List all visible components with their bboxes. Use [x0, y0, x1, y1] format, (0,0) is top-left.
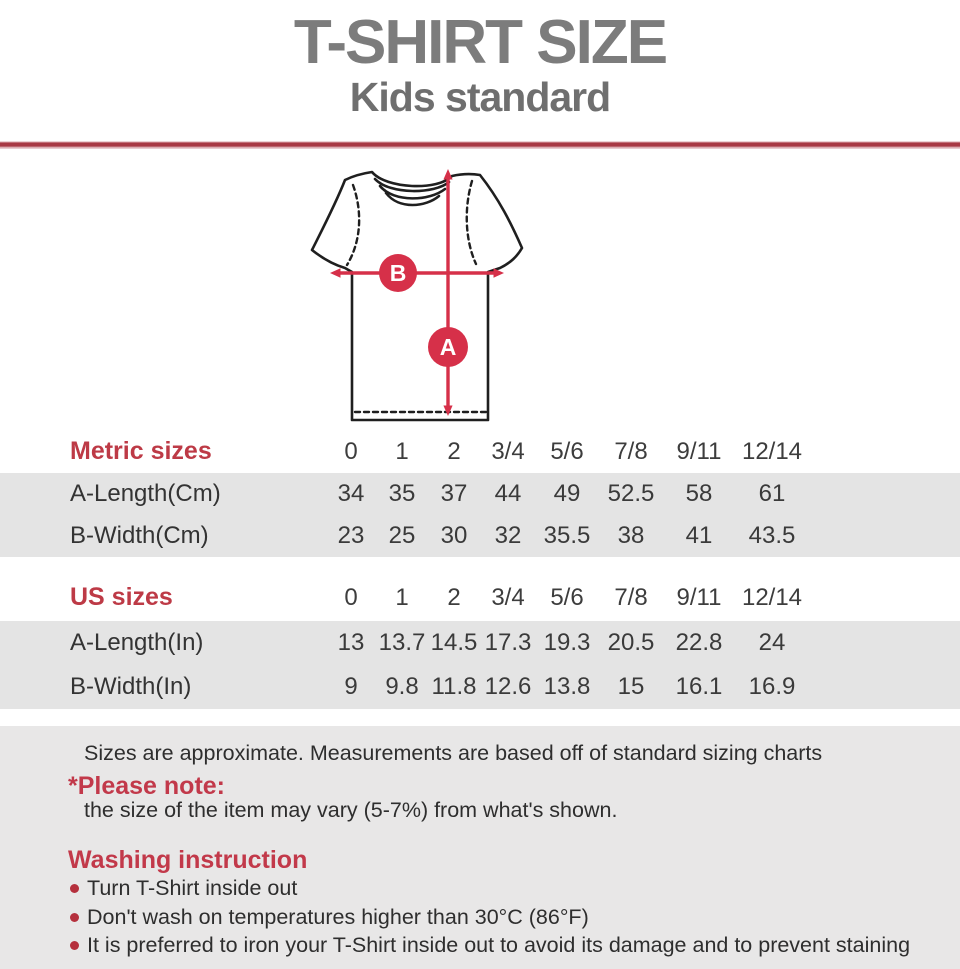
arrow-left-icon — [330, 268, 341, 278]
value-cell: 58 — [685, 480, 713, 507]
metric-values-band: A-Length(Cm) 34 35 37 44 49 52.5 58 61 B… — [0, 473, 960, 557]
arrow-down-icon — [443, 405, 453, 416]
page-title: T-SHIRT SIZE — [293, 8, 668, 77]
header: T-SHIRT SIZE Kids standard — [0, 8, 960, 120]
approximate-note: Sizes are approximate. Measurements are … — [84, 741, 823, 765]
value-cell: 32 — [494, 522, 522, 549]
please-note-text: the size of the item may vary (5-7%) fro… — [84, 798, 618, 822]
washing-item-text: It is preferred to iron your T-Shirt ins… — [87, 933, 911, 957]
value-cell: 14.5 — [430, 629, 478, 656]
value-cell: 35.5 — [543, 522, 591, 549]
tshirt-seam-dashes — [345, 179, 488, 414]
value-cell: 38 — [617, 522, 645, 549]
bullet-icon — [70, 941, 79, 950]
arrow-right-icon — [493, 268, 504, 278]
value-cell: 43.5 — [748, 522, 796, 549]
table-row: A-Length(Cm) 34 35 37 44 49 52.5 58 61 — [0, 473, 960, 515]
table-row: B-Width(Cm) 23 25 30 32 35.5 38 41 43.5 — [0, 515, 960, 557]
page-subtitle: Kids standard — [349, 73, 611, 120]
value-cell: 34 — [337, 480, 365, 507]
size-header-cell: 0 — [344, 437, 358, 465]
value-cell: 52.5 — [607, 480, 655, 507]
row-label: B-Width(Cm) — [70, 522, 209, 549]
row-label: A-Length(In) — [70, 629, 204, 656]
size-header-cell: 2 — [447, 437, 461, 465]
size-header-cell: 2 — [447, 583, 461, 611]
value-cell: 16.9 — [748, 673, 796, 700]
row-label: A-Length(Cm) — [70, 480, 221, 507]
size-header-cell: 1 — [395, 583, 409, 611]
washing-instruction-heading: Washing instruction — [68, 846, 308, 874]
value-cell: 13.7 — [378, 629, 426, 656]
size-header-cell: 9/11 — [676, 437, 722, 465]
value-cell: 35 — [388, 480, 416, 507]
value-cell: 9 — [344, 673, 358, 700]
notes-section: Sizes are approximate. Measurements are … — [0, 726, 960, 969]
size-header-cell: 7/8 — [614, 583, 648, 611]
value-cell: 41 — [685, 522, 713, 549]
width-label-circle — [379, 254, 417, 292]
length-label-a: A — [440, 334, 457, 360]
table-gap — [0, 557, 960, 574]
value-cell: 24 — [758, 629, 786, 656]
metric-sizes-label: Metric sizes — [70, 437, 212, 465]
length-label-circle — [428, 327, 468, 367]
value-cell: 12.6 — [484, 673, 532, 700]
table-row: A-Length(In) 13 13.7 14.5 17.3 19.3 20.5… — [0, 621, 960, 665]
size-header-cell: 1 — [395, 437, 409, 465]
value-cell: 25 — [388, 522, 416, 549]
bullet-icon — [70, 913, 79, 922]
value-cell: 11.8 — [431, 673, 477, 700]
size-header-cell: 5/6 — [550, 583, 584, 611]
value-cell: 15 — [617, 673, 645, 700]
washing-item: Turn T-Shirt inside out — [70, 876, 297, 901]
size-header-cell: 3/4 — [491, 583, 525, 611]
value-cell: 19.3 — [543, 629, 591, 656]
value-cell: 9.8 — [385, 673, 419, 700]
value-cell: 61 — [758, 480, 786, 507]
arrow-up-icon — [443, 169, 453, 180]
value-cell: 49 — [553, 480, 581, 507]
table-row: B-Width(In) 9 9.8 11.8 12.6 13.8 15 16.1… — [0, 665, 960, 709]
size-header-cell: 9/11 — [676, 583, 722, 611]
us-sizes-label: US sizes — [70, 583, 173, 611]
size-header-cell: 0 — [344, 583, 358, 611]
value-cell: 17.3 — [484, 629, 532, 656]
tshirt-outline — [310, 170, 524, 422]
size-header-cell: 12/14 — [741, 437, 803, 465]
washing-item: Don't wash on temperatures higher than 3… — [70, 905, 589, 930]
value-cell: 13.8 — [543, 673, 591, 700]
please-note-heading: *Please note: — [68, 772, 226, 800]
value-cell: 22.8 — [675, 629, 723, 656]
us-values-band: A-Length(In) 13 13.7 14.5 17.3 19.3 20.5… — [0, 621, 960, 709]
size-table: Metric sizes 0 1 2 3/4 5/6 7/8 9/11 12/1… — [0, 430, 960, 709]
size-header-cell: 5/6 — [550, 437, 584, 465]
washing-item-text: Turn T-Shirt inside out — [87, 876, 298, 900]
width-label-b: B — [390, 260, 407, 286]
tshirt-measurement-diagram: B A — [300, 158, 545, 430]
us-sizes-header-row: US sizes 0 1 2 3/4 5/6 7/8 9/11 12/14 — [0, 574, 960, 621]
washing-item-text: Don't wash on temperatures higher than 3… — [87, 905, 589, 929]
washing-item: It is preferred to iron your T-Shirt ins… — [70, 933, 910, 958]
metric-sizes-header-row: Metric sizes 0 1 2 3/4 5/6 7/8 9/11 12/1… — [0, 430, 960, 473]
value-cell: 16.1 — [675, 673, 723, 700]
value-cell: 23 — [337, 522, 365, 549]
size-header-cell: 12/14 — [741, 583, 803, 611]
size-header-cell: 3/4 — [491, 437, 525, 465]
tshirt-diagram-svg: B A — [310, 169, 524, 422]
red-divider-line — [0, 141, 960, 149]
value-cell: 13 — [337, 629, 365, 656]
row-label: B-Width(In) — [70, 673, 192, 700]
bullet-icon — [70, 884, 79, 893]
value-cell: 20.5 — [607, 629, 655, 656]
value-cell: 30 — [440, 522, 468, 549]
measurement-lines: B A — [330, 169, 504, 416]
size-header-cell: 7/8 — [614, 437, 648, 465]
value-cell: 37 — [440, 480, 468, 507]
value-cell: 44 — [494, 480, 522, 507]
